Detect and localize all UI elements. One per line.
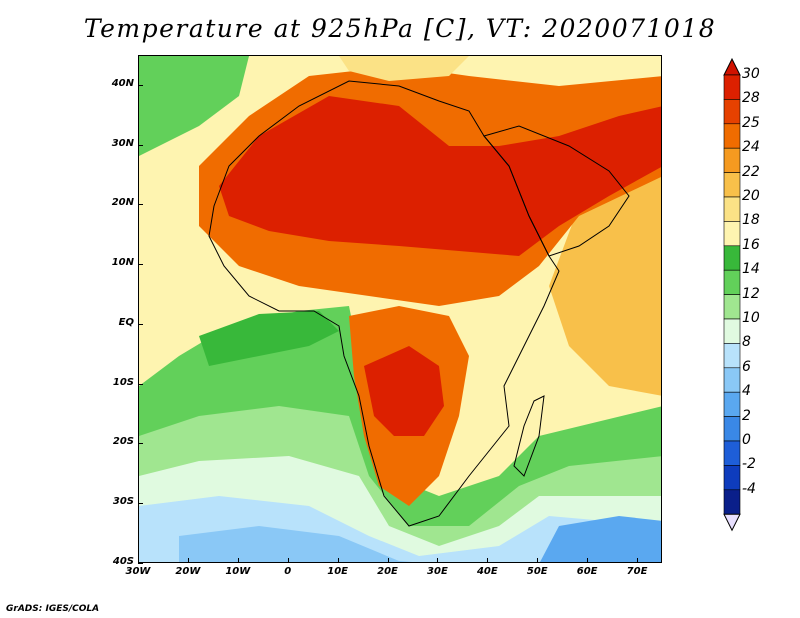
x-tick-label: 70E <box>626 566 648 577</box>
y-tick-label: 40N <box>111 77 134 89</box>
y-tick-mark <box>138 503 143 505</box>
colorbar-label: 8 <box>742 334 751 351</box>
madagascar-coastline <box>513 395 545 477</box>
x-tick-mark <box>537 558 539 563</box>
colorbar-label: 16 <box>742 236 760 253</box>
temperature-field-atlantic-green <box>139 56 249 156</box>
x-tick-mark <box>587 558 589 563</box>
colorbar-segment <box>723 294 741 320</box>
colorbar-segment <box>723 221 741 247</box>
y-tick-label: 30S <box>112 496 134 508</box>
arabian-peninsula-coastline <box>483 125 630 257</box>
colorbar-label: 12 <box>742 285 760 302</box>
y-tick-label: 20N <box>111 197 134 209</box>
y-tick-mark <box>138 563 143 564</box>
x-tick-mark <box>138 558 139 563</box>
colorbar-label: 14 <box>742 261 760 278</box>
colorbar-label: 10 <box>742 310 760 326</box>
colorbar-segment <box>723 196 741 222</box>
colorbar-segment <box>723 172 741 198</box>
temperature-field-southern-core <box>364 346 444 436</box>
colorbar-segment <box>723 489 741 515</box>
x-tick-label: 20W <box>175 566 201 577</box>
temperature-field-europe <box>339 56 469 81</box>
x-tick-label: 60E <box>576 566 598 577</box>
y-tick-mark <box>138 204 143 206</box>
x-tick-mark <box>237 558 239 563</box>
colorbar-segment <box>723 269 741 295</box>
colorbar-segment <box>723 391 741 417</box>
colorbar-segment <box>723 74 741 100</box>
colorbar-label: -2 <box>742 456 756 473</box>
x-tick-mark <box>437 558 439 563</box>
colorbar-label: 4 <box>742 383 751 400</box>
colorbar-segment <box>723 318 741 344</box>
temperature-field-sahara-core <box>219 96 661 256</box>
colorbar-label: 28 <box>742 90 760 107</box>
temperature-field-blue-2 <box>179 526 413 562</box>
y-tick-label: 40S <box>112 556 134 567</box>
colorbar-segment <box>723 245 741 271</box>
x-tick-mark <box>337 558 339 563</box>
map-area[interactable] <box>138 55 662 563</box>
y-tick-label: 30N <box>111 137 134 149</box>
x-tick-label: 0 <box>284 566 292 577</box>
colorbar-segment <box>723 343 741 369</box>
x-tick-label: 30W <box>125 566 151 577</box>
colorbar-segment <box>723 123 741 149</box>
y-tick-mark <box>138 443 143 445</box>
colorbar-segment <box>723 416 741 442</box>
x-tick-mark <box>387 558 389 563</box>
colorbar-label: 24 <box>742 139 760 156</box>
x-tick-label: 20E <box>377 566 398 577</box>
x-tick-label: 10E <box>327 566 348 577</box>
x-tick-label: 40E <box>476 566 498 577</box>
temperature-field-indian-ocean <box>549 176 661 396</box>
y-tick-mark <box>138 383 143 385</box>
x-tick-mark <box>187 558 189 563</box>
colorbar-label: -4 <box>742 480 756 497</box>
colorbar-segment <box>723 367 741 393</box>
x-tick-mark <box>487 558 489 563</box>
colorbar-under-arrow <box>723 513 741 532</box>
y-tick-label: EQ <box>118 316 134 328</box>
temperature-field-blue-3 <box>540 516 661 562</box>
y-tick-label: 10S <box>112 376 134 388</box>
colorbar-label: 6 <box>742 358 751 375</box>
colorbar-label: 2 <box>742 407 751 424</box>
map-title: Temperature at 925hPa [C], VT: 202007101… <box>83 14 717 43</box>
x-tick-label: 50E <box>526 566 548 577</box>
colorbar-over-arrow <box>723 57 741 76</box>
x-tick-label: 10W <box>225 566 251 577</box>
y-tick-label: 10N <box>111 257 134 269</box>
y-tick-mark <box>138 323 143 325</box>
x-tick-mark <box>287 558 289 563</box>
colorbar-label: 20 <box>742 188 760 204</box>
y-tick-label: 20S <box>112 436 134 448</box>
colorbar-label: 25 <box>742 114 760 131</box>
y-tick-mark <box>138 264 143 266</box>
colorbar-segment <box>723 465 741 491</box>
colorbar-segment <box>723 440 741 466</box>
colorbar-label: 0 <box>742 432 751 448</box>
x-tick-label: 30E <box>427 566 448 577</box>
colorbar-segment <box>723 147 741 173</box>
temperature-field-green-gulf <box>199 311 339 366</box>
x-tick-mark <box>637 558 639 563</box>
colorbar-label: 22 <box>742 163 760 180</box>
colorbar-label: 18 <box>742 212 760 229</box>
credit-text: GrADS: IGES/COLA <box>6 604 100 614</box>
colorbar-segment <box>723 99 741 125</box>
africa-coastline <box>208 80 560 527</box>
colorbar-label: 30 <box>742 66 760 82</box>
colorbar <box>723 57 741 532</box>
y-tick-mark <box>138 144 143 146</box>
y-tick-mark <box>138 84 143 86</box>
